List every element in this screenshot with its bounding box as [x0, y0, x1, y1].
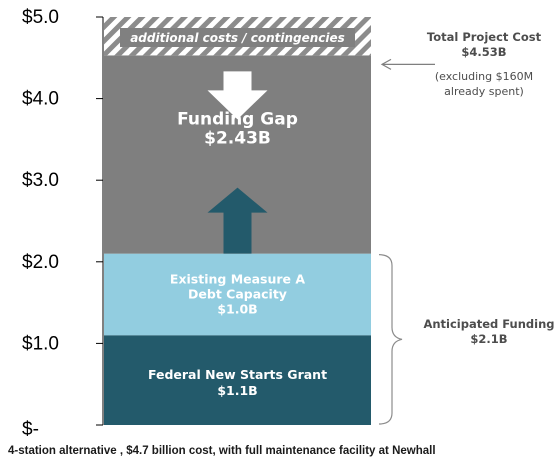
- total-cost-value: $4.53B: [461, 45, 506, 59]
- y-axis: $- $1.0 $2.0 $3.0 $4.0 $5.0: [22, 7, 104, 440]
- segment-label-federal: Federal New Starts Grant: [148, 367, 327, 382]
- contingency-label-box: [120, 28, 355, 47]
- segment-label-gap: Funding Gap: [177, 110, 298, 130]
- chart-caption: 4-station alternative , $4.7 billion cos…: [8, 445, 436, 457]
- segment-label-measure-a-2: Debt Capacity: [188, 286, 287, 301]
- segment-value-measure-a: $1.0B: [217, 301, 257, 316]
- arrow-left-icon: [380, 58, 392, 70]
- anticipated-funding-value: $2.1B: [470, 332, 507, 346]
- y-tick-label: $3.0: [22, 170, 59, 191]
- bar-segment-1: [104, 253, 371, 336]
- anticipated-funding-title: Anticipated Funding: [423, 317, 554, 331]
- stacked-bar: additional costs / contingencies Federal …: [104, 17, 371, 425]
- y-tick-label: $5.0: [22, 7, 59, 28]
- y-tick-label: $2.0: [22, 252, 59, 273]
- down-arrow-icon: [207, 71, 268, 120]
- bar-segment-0: [104, 335, 371, 425]
- segment-value-gap: $2.43B: [204, 128, 271, 148]
- up-arrow-icon: [207, 187, 268, 254]
- annotations: Total Project Cost$4.53B (excluding $160M…: [378, 30, 555, 425]
- total-cost-note-1: (excluding $160M: [435, 70, 533, 83]
- segment-label-measure-a: Existing Measure A: [170, 271, 305, 286]
- y-tick-label: $-: [22, 419, 39, 440]
- funding-chart: $- $1.0 $2.0 $3.0 $4.0 $5.0 additional costs …: [22, 7, 555, 440]
- total-cost-note-2: already spent): [444, 85, 524, 98]
- anticipated-funding-brace: [378, 254, 403, 425]
- y-tick-label: $1.0: [22, 333, 59, 354]
- y-tick-label: $4.0: [22, 89, 59, 110]
- segment-value-federal: $1.1B: [217, 383, 257, 398]
- contingency-label: additional costs / contingencies: [130, 31, 345, 45]
- total-cost-title: Total Project Cost: [427, 30, 542, 44]
